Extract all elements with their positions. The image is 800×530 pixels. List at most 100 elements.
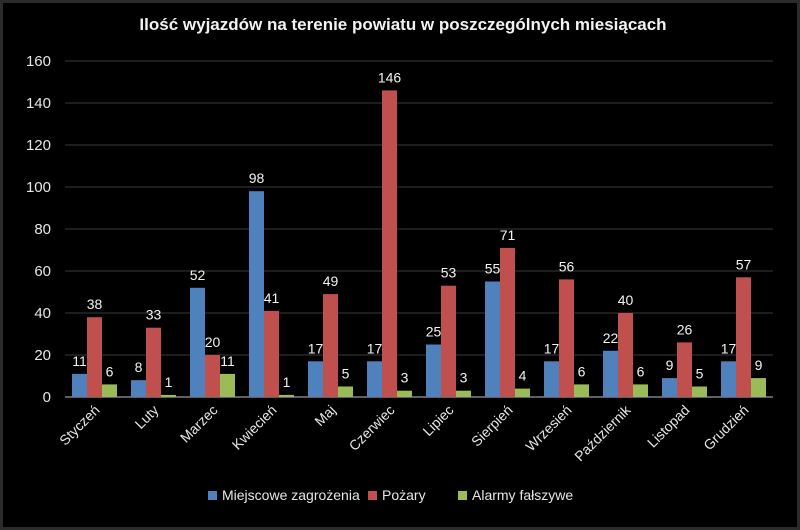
x-tick-label: Wrzesień bbox=[522, 402, 574, 454]
x-tick-label: Lipiec bbox=[419, 402, 456, 439]
data-label: 4 bbox=[519, 368, 527, 384]
data-label: 17 bbox=[308, 340, 324, 356]
data-label: 9 bbox=[755, 357, 763, 373]
data-label: 6 bbox=[106, 363, 114, 379]
bar bbox=[618, 313, 633, 397]
y-tick-label: 100 bbox=[26, 179, 51, 196]
data-label: 38 bbox=[87, 296, 103, 312]
bar bbox=[367, 361, 382, 397]
x-tick-label: Styczeń bbox=[56, 402, 103, 449]
data-label: 57 bbox=[736, 256, 752, 272]
bar bbox=[559, 279, 574, 397]
bar bbox=[131, 380, 146, 397]
bar bbox=[662, 378, 677, 397]
data-label: 8 bbox=[135, 359, 143, 375]
x-tick-label: Luty bbox=[132, 402, 162, 432]
bar bbox=[736, 277, 751, 397]
bar bbox=[397, 390, 412, 397]
bar bbox=[87, 317, 102, 397]
bar bbox=[205, 355, 220, 397]
bar bbox=[249, 191, 264, 397]
chart-title: Ilość wyjazdów na terenie powiatu w posz… bbox=[139, 15, 667, 34]
x-tick-label: Kwiecień bbox=[229, 402, 280, 453]
data-label: 146 bbox=[378, 69, 402, 85]
x-tick-label: Marzec bbox=[177, 402, 221, 446]
y-tick-label: 160 bbox=[26, 53, 51, 70]
bar bbox=[146, 327, 161, 397]
legend-swatch bbox=[458, 491, 467, 500]
data-label: 41 bbox=[264, 290, 280, 306]
data-label: 49 bbox=[323, 273, 339, 289]
bar bbox=[692, 386, 707, 397]
x-tick-label: Grudzień bbox=[700, 402, 751, 453]
bar bbox=[603, 350, 618, 397]
data-label: 11 bbox=[220, 353, 235, 369]
bar bbox=[220, 373, 235, 397]
x-tick-label: Maj bbox=[311, 402, 338, 429]
bar bbox=[574, 384, 589, 397]
data-label: 9 bbox=[666, 357, 674, 373]
bar bbox=[264, 310, 279, 397]
bar bbox=[279, 394, 294, 397]
legend-swatch bbox=[208, 491, 217, 500]
y-tick-label: 60 bbox=[34, 263, 51, 280]
data-label: 1 bbox=[283, 374, 291, 390]
data-label: 22 bbox=[603, 330, 619, 346]
data-label: 5 bbox=[696, 366, 704, 382]
bar bbox=[677, 342, 692, 397]
legend-label: Alarmy fałszywe bbox=[472, 487, 573, 503]
data-label: 56 bbox=[559, 258, 575, 274]
data-label: 26 bbox=[677, 321, 693, 337]
legend-label: Pożary bbox=[382, 487, 426, 503]
x-tick-label: Listopad bbox=[644, 402, 693, 451]
x-tick-label: Czerwiec bbox=[346, 402, 398, 454]
data-label: 53 bbox=[441, 265, 457, 281]
data-label: 40 bbox=[618, 292, 634, 308]
data-label: 55 bbox=[485, 261, 501, 277]
y-tick-label: 40 bbox=[34, 305, 51, 322]
bar bbox=[515, 388, 530, 397]
data-label: 3 bbox=[401, 370, 409, 386]
bar bbox=[323, 294, 338, 397]
y-tick-label: 0 bbox=[43, 389, 51, 406]
bar-chart: 02040608010012014016011386Styczeń8331Lut… bbox=[26, 53, 773, 503]
y-tick-label: 120 bbox=[26, 137, 51, 154]
bar bbox=[72, 373, 87, 397]
data-label: 25 bbox=[426, 324, 442, 340]
data-label: 3 bbox=[460, 370, 468, 386]
data-label: 5 bbox=[342, 366, 350, 382]
data-label: 17 bbox=[367, 340, 383, 356]
bar bbox=[633, 384, 648, 397]
data-label: 71 bbox=[500, 227, 516, 243]
data-label: 20 bbox=[205, 334, 221, 350]
bar bbox=[161, 394, 176, 397]
bar bbox=[426, 344, 441, 397]
data-label: 17 bbox=[721, 340, 737, 356]
bar bbox=[721, 361, 736, 397]
bar bbox=[102, 384, 117, 397]
legend-label: Miejscowe zagrożenia bbox=[222, 487, 360, 503]
data-label: 6 bbox=[637, 363, 645, 379]
data-label: 98 bbox=[249, 170, 265, 186]
data-label: 33 bbox=[146, 307, 162, 323]
data-label: 52 bbox=[190, 267, 206, 283]
bar bbox=[338, 386, 353, 397]
bar bbox=[751, 378, 766, 397]
y-tick-label: 140 bbox=[26, 95, 51, 112]
bar bbox=[190, 287, 205, 397]
data-label: 1 bbox=[165, 374, 173, 390]
data-label: 11 bbox=[72, 353, 87, 369]
bar bbox=[500, 247, 515, 397]
bar bbox=[485, 281, 500, 397]
bar bbox=[544, 361, 559, 397]
bar bbox=[308, 361, 323, 397]
data-label: 6 bbox=[578, 363, 586, 379]
bar bbox=[441, 285, 456, 397]
y-tick-label: 80 bbox=[34, 221, 51, 238]
x-tick-label: Sierpień bbox=[468, 402, 516, 450]
legend-swatch bbox=[368, 491, 377, 500]
x-tick-label: Październik bbox=[571, 401, 634, 464]
bar bbox=[456, 390, 471, 397]
y-tick-label: 20 bbox=[34, 347, 51, 364]
